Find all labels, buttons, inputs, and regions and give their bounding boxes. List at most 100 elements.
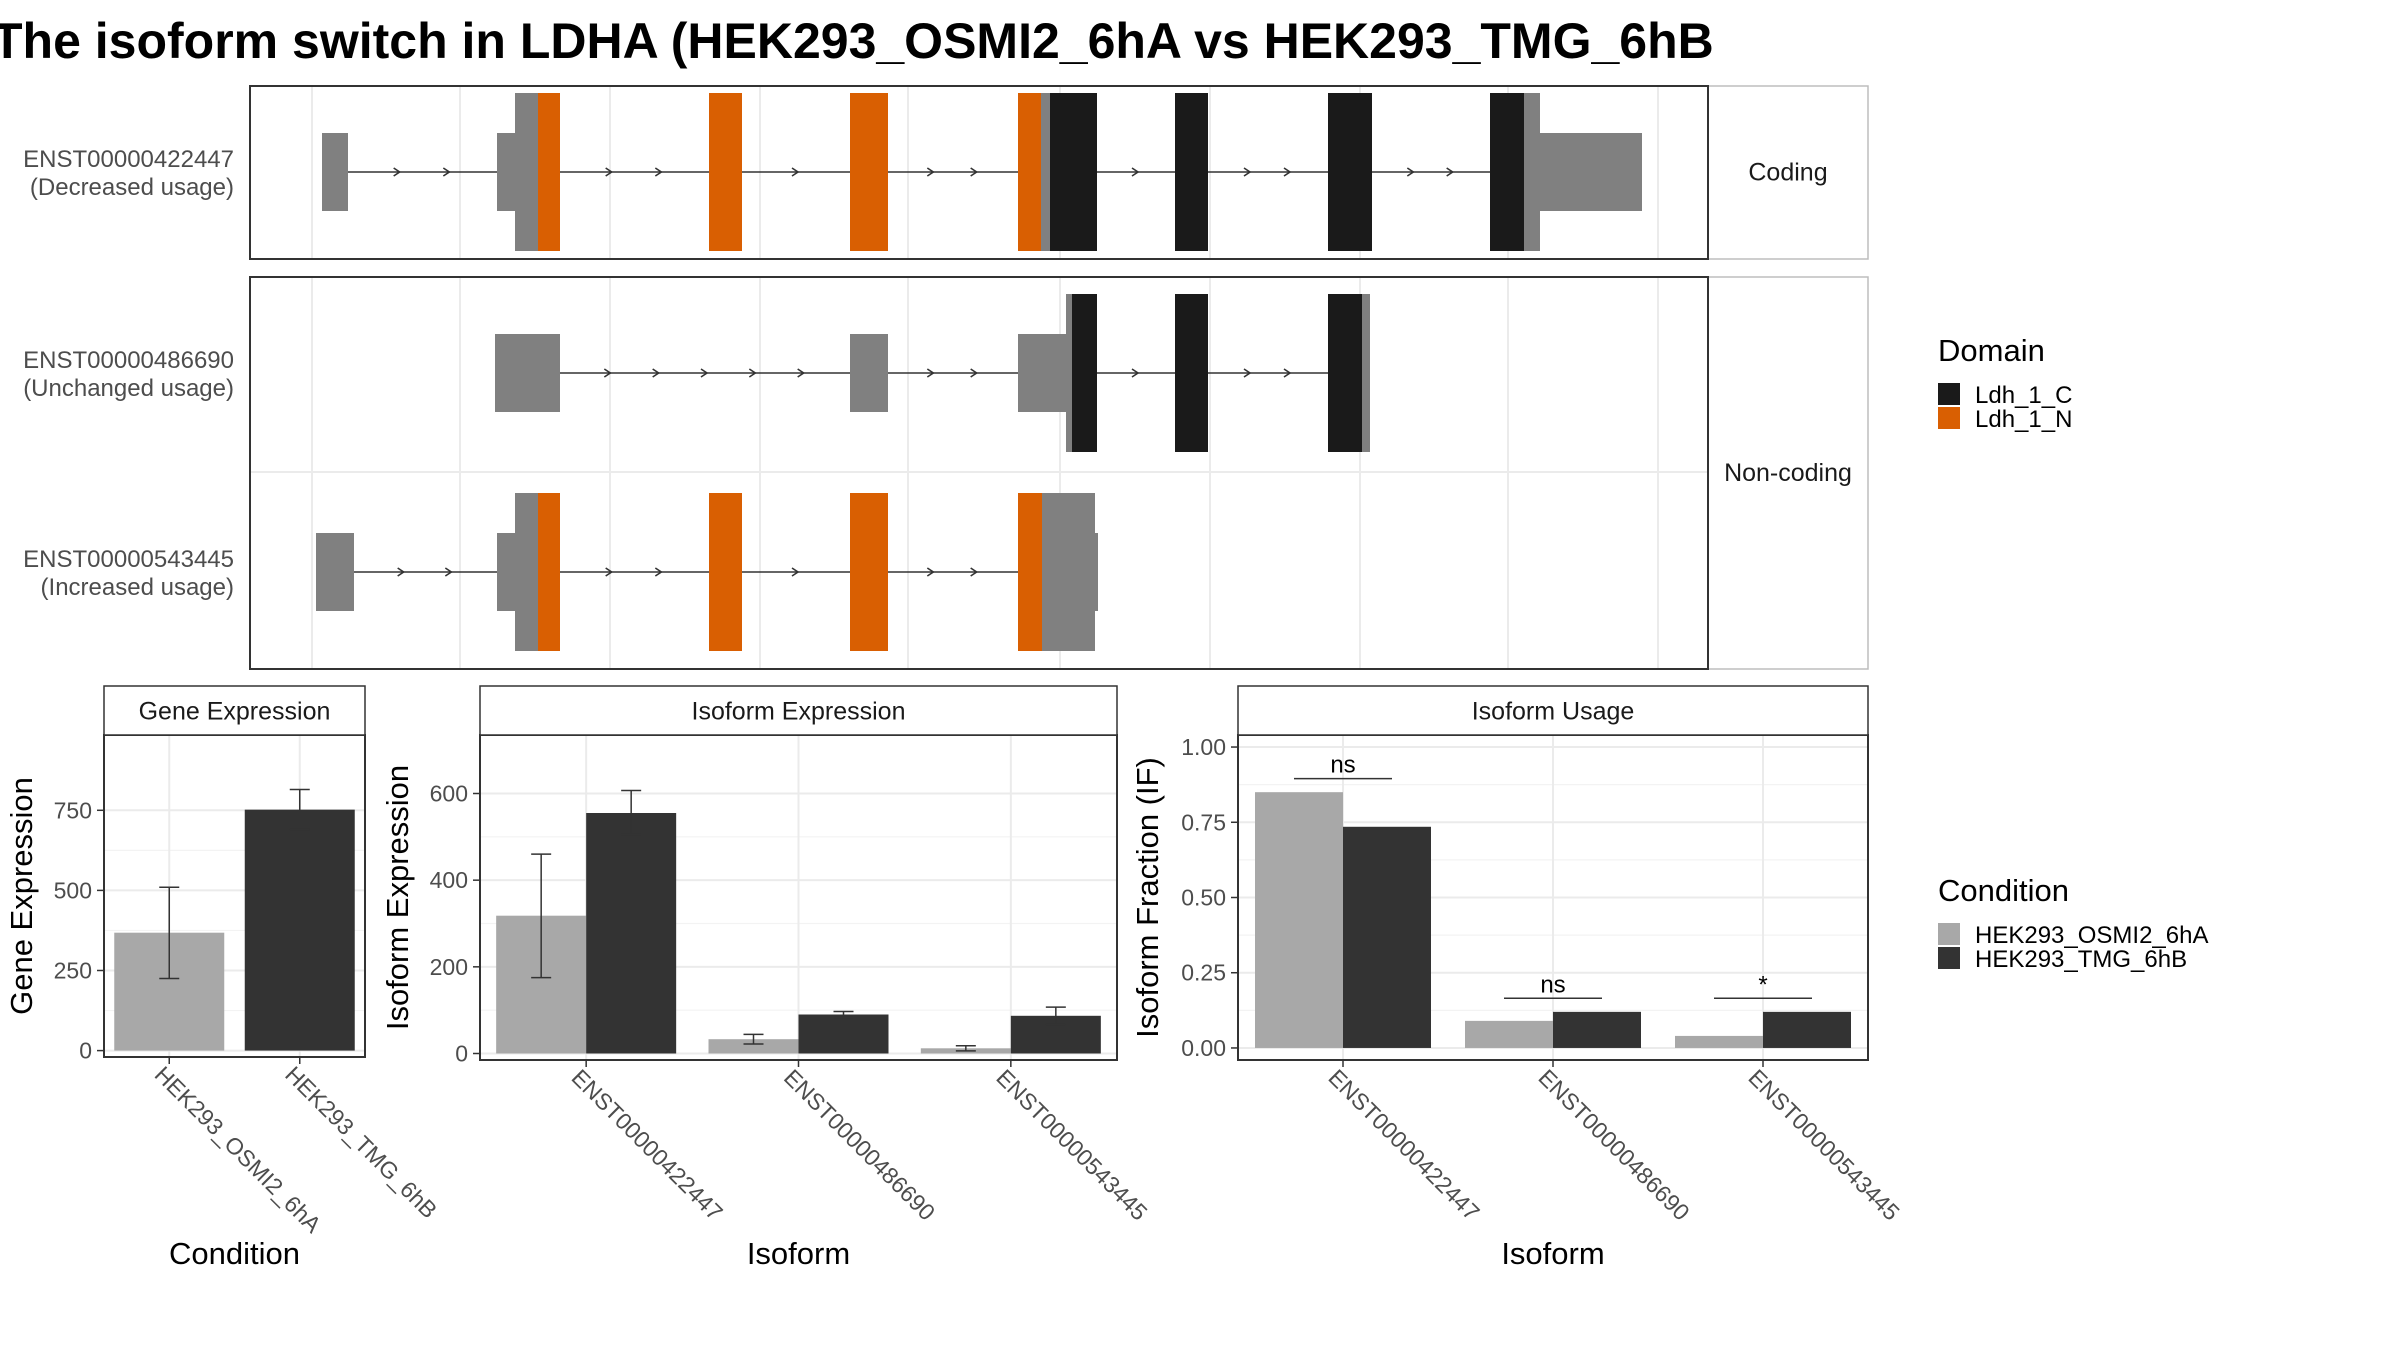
strand-arrow [797,368,806,378]
strand-arrow [652,368,661,378]
exon [497,533,515,611]
condition-legend-title: Condition [1938,873,2069,908]
exon [1490,93,1524,251]
exon [1018,93,1041,251]
x-axis-label: Isoform [1501,1236,1604,1271]
strand-arrow [748,368,757,378]
strand-arrow [791,567,800,577]
bar [1763,1011,1851,1048]
bar [1343,826,1431,1048]
strand-arrow [926,368,935,378]
y-tick-label: 1.00 [1181,734,1226,760]
y-tick-label: 750 [54,797,92,823]
strand-arrow [1243,368,1252,378]
y-tick-label: 500 [54,877,92,903]
panel-strip-title: Isoform Usage [1472,698,1635,726]
x-tick-label: ENST00000486690 [779,1064,940,1225]
strand-arrow [970,368,979,378]
exon [850,334,888,412]
exon [1072,294,1097,452]
x-tick-label: ENST00000543445 [1743,1064,1904,1225]
panel-strip [479,685,1118,736]
y-tick-label: 0.75 [1181,809,1226,835]
panel-strip [1237,685,1869,736]
condition-legend-label: HEK293_TMG_6hB [1975,946,2187,973]
y-tick-label: 0.00 [1181,1035,1226,1061]
exon [495,334,560,412]
strand-arrow [393,167,402,177]
strand-arrow [970,167,979,177]
structure-panel-border [249,85,1709,260]
exon [1042,493,1095,651]
bar [586,813,677,1054]
strand-arrow [1446,167,1455,177]
bar [244,809,355,1051]
condition-legend-label: HEK293_OSMI2_6hA [1975,922,2208,949]
domain-legend-key [1938,383,1960,405]
exon [709,493,742,651]
strand-arrow [926,567,935,577]
exon [538,93,560,251]
exon [322,133,348,211]
exon [1050,93,1097,251]
strand-arrow [603,368,612,378]
facet-strip [1707,85,1869,260]
bar [1255,792,1343,1048]
panel-strip-title: Gene Expression [139,698,331,726]
x-tick-label: ENST00000543445 [991,1064,1152,1225]
strand-arrow [654,567,663,577]
exon [1175,294,1208,452]
structure-panel-border [249,276,1709,670]
panel-strip [103,685,366,736]
facet-strip-label: Non-coding [1724,459,1852,487]
exon [1066,294,1072,452]
domain-legend-label: Ldh_1_C [1975,382,2072,409]
y-axis-label: Isoform Fraction (IF) [1130,757,1165,1038]
exon [1095,533,1098,611]
exon [515,493,538,651]
exon [1328,294,1362,452]
exon [1524,93,1540,251]
isoform-usage-label: (Decreased usage) [30,174,234,201]
x-tick-label: ENST00000422447 [1323,1064,1484,1225]
condition-legend-key [1938,923,1960,945]
domain-legend-key [1938,407,1960,429]
strand-arrow [605,567,614,577]
gene-expression-panel: Gene Expression0250500750HEK293_OSMI2_6h… [4,685,442,1271]
isoform-id-label: ENST00000486690 [23,347,234,374]
y-tick-label: 200 [430,954,468,980]
y-tick-label: 400 [430,867,468,893]
strand-arrow [1131,167,1140,177]
y-tick-label: 0 [455,1041,468,1067]
isoform-id-label: ENST00000422447 [23,146,234,173]
significance-label: * [1758,971,1767,998]
facet-strip-label: Coding [1748,159,1827,187]
exon [515,93,538,251]
bar [1465,1020,1553,1048]
isoform-usage-label: (Increased usage) [41,574,234,601]
x-axis-label: Isoform [747,1236,850,1271]
y-tick-label: 600 [430,781,468,807]
strand-arrow [444,567,453,577]
facet-strip [1707,276,1869,670]
bar [798,1014,889,1054]
strand-arrow [605,167,614,177]
isoform-expression-panel: Isoform Expression 0 200 400 600 ENST00000422… [380,685,1153,1271]
significance-label: ns [1540,971,1565,998]
isoform-structure-panel: Coding Non-coding ENST00000422447(Decrease… [23,85,1869,670]
strand-arrow [1283,368,1292,378]
exon [709,93,742,251]
exon [1328,93,1372,251]
strand-arrow [970,567,979,577]
exon [1041,93,1050,251]
y-tick-label: 0.50 [1181,885,1226,911]
domain-legend-label: Ldh_1_N [1975,406,2072,433]
domain-legend-title: Domain [1938,333,2045,368]
strand-arrow [1406,167,1415,177]
y-tick-label: 250 [54,957,92,983]
x-tick-label: ENST00000486690 [1533,1064,1694,1225]
strand-arrow [926,167,935,177]
strand-arrow [654,167,663,177]
strand-arrow [442,167,451,177]
